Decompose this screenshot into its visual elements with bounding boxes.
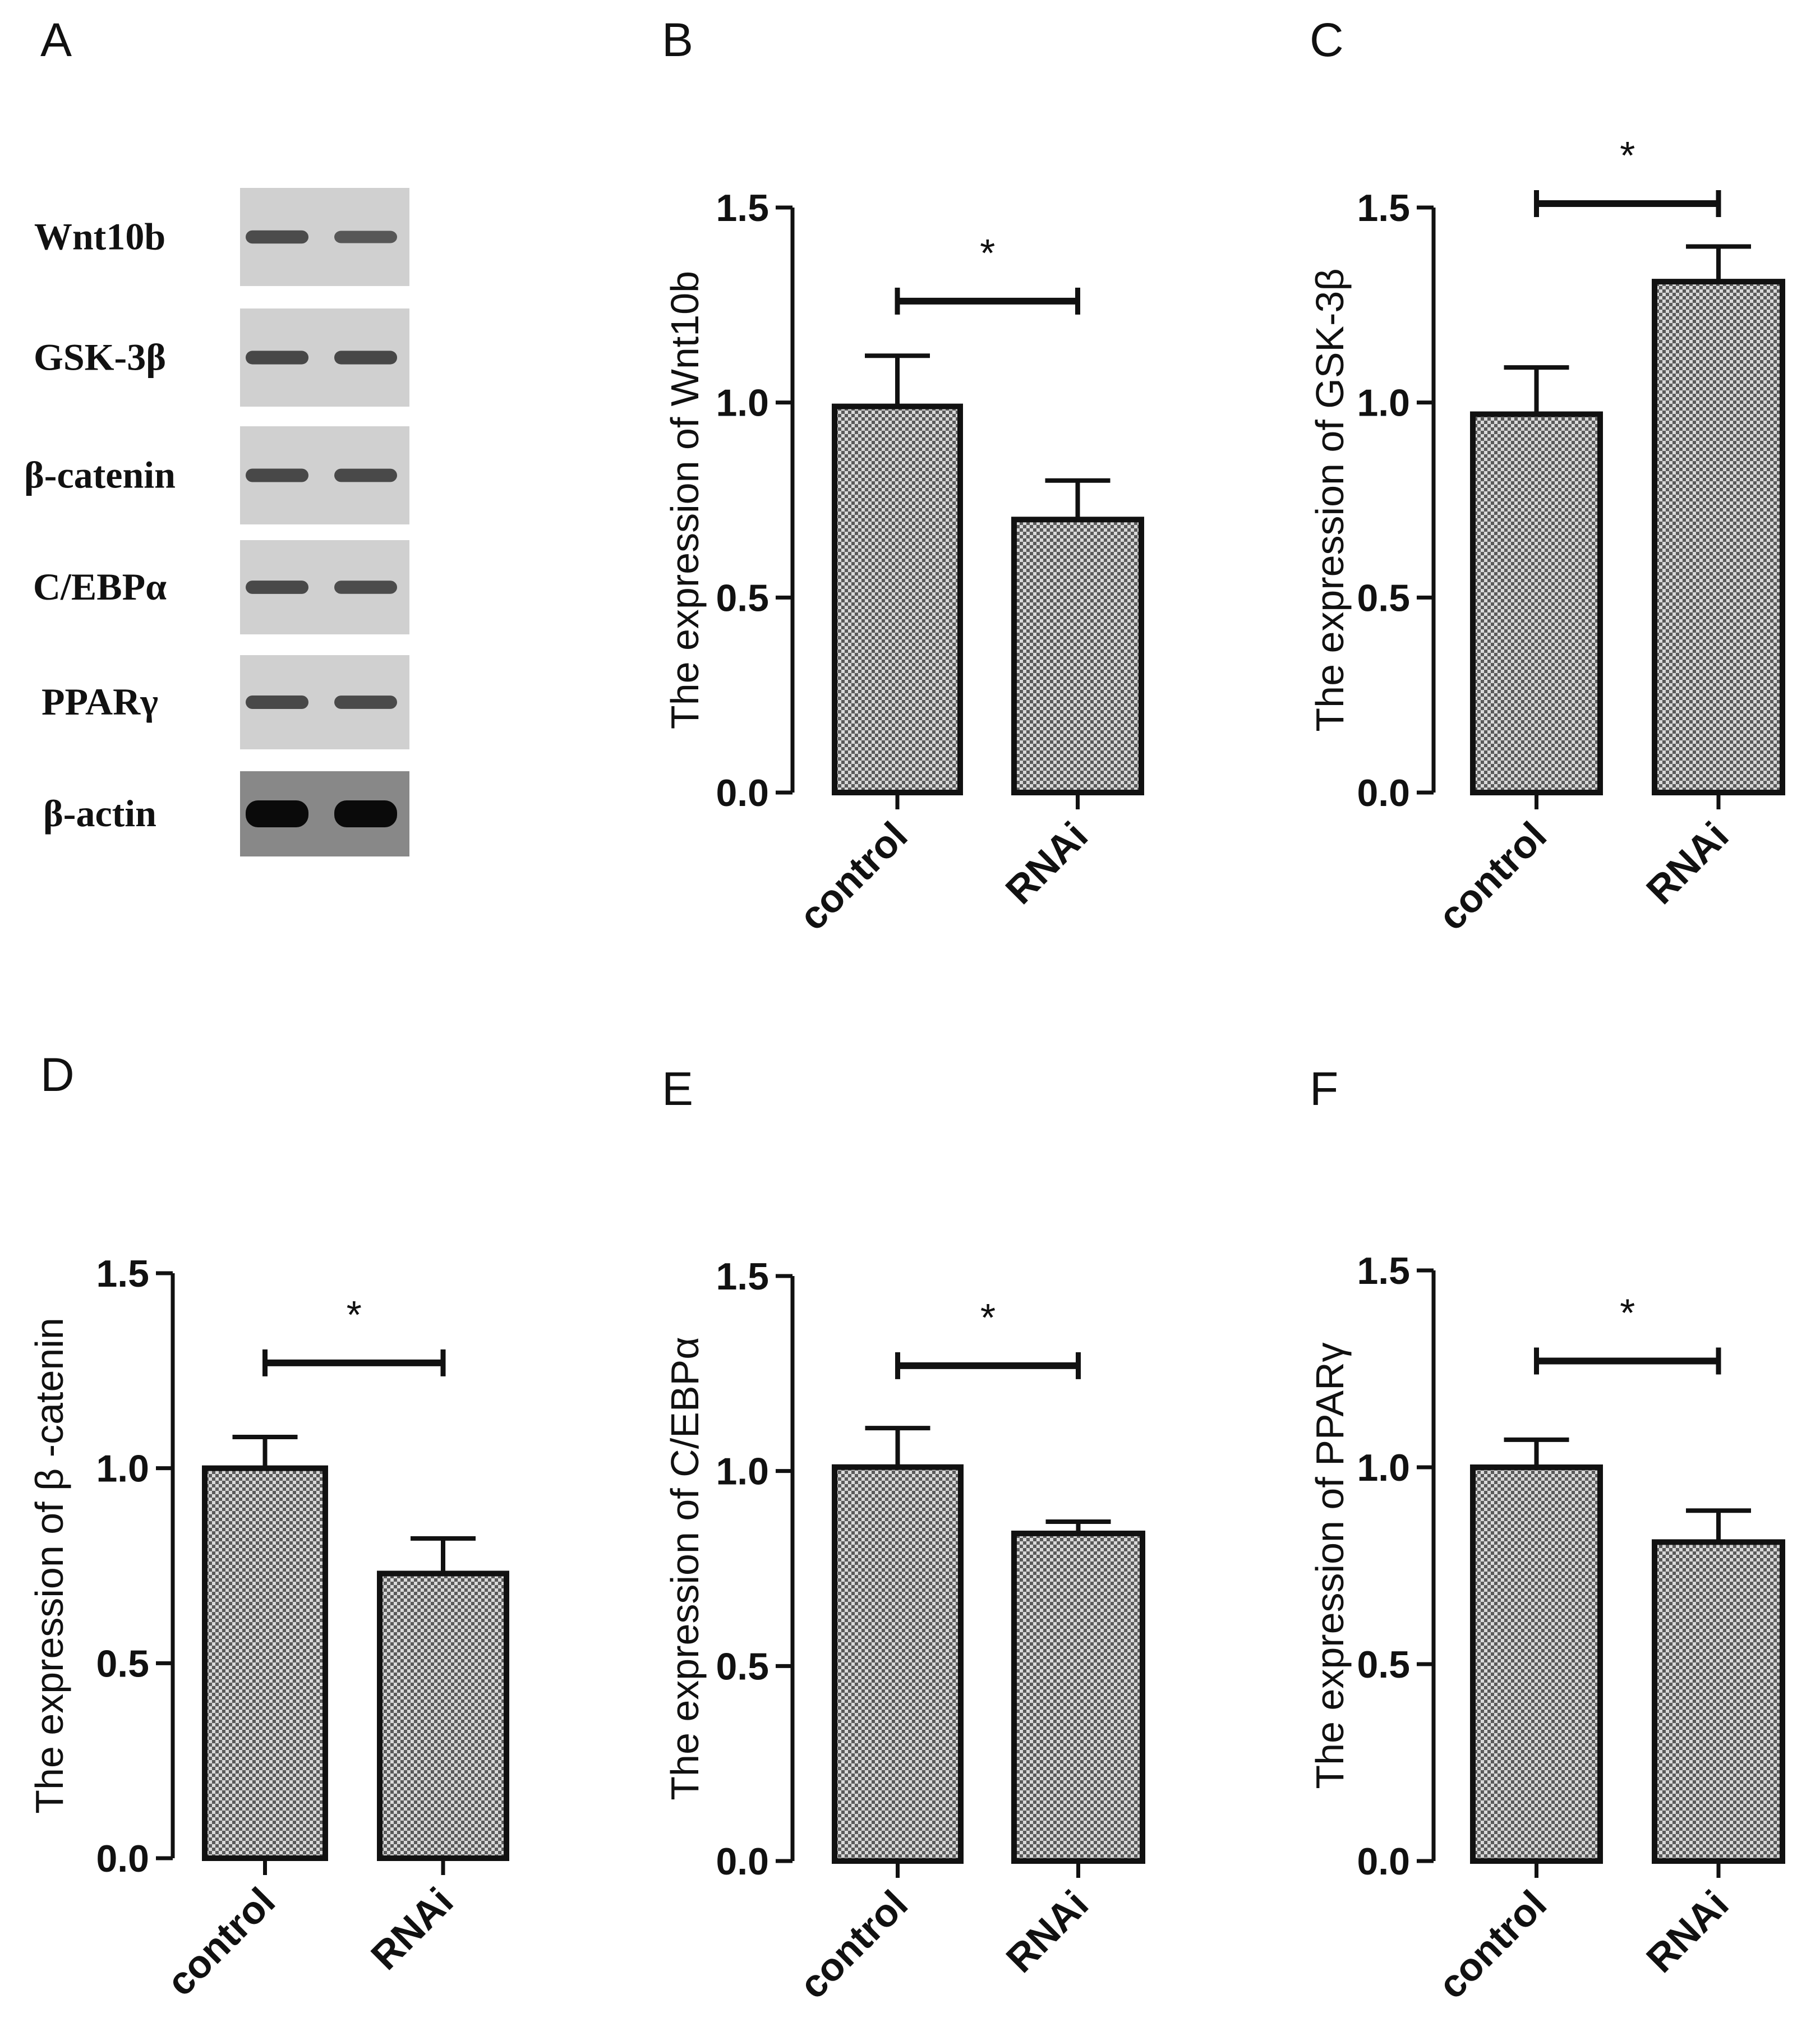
y-axis-label: The expression of PPARγ: [1308, 1342, 1352, 1789]
blot-label-0: Wnt10b: [34, 215, 165, 258]
x-category-label: control: [1430, 1882, 1555, 2007]
blot-band-0-0: [246, 230, 308, 244]
y-axis-label: The expression of C/EBPα: [663, 1337, 707, 1800]
blot-band-4-0: [246, 696, 308, 709]
panel-letter-c: C: [1310, 13, 1344, 66]
y-tick-label: 1.5: [1357, 1250, 1410, 1292]
y-tick-label: 0.5: [96, 1642, 149, 1685]
panel-letter-a: A: [40, 13, 72, 66]
panel-letter-f: F: [1310, 1062, 1338, 1115]
y-tick-label: 1.5: [716, 1255, 769, 1298]
panel-a: A Wnt10b GSK-3β β-catenin C/EBPα PPARγ β-acti…: [24, 13, 409, 856]
blot-label-3: C/EBPα: [33, 565, 167, 608]
blot-row-5: β-actin: [43, 771, 409, 856]
chart-f: F 0.0 0.5 1.0 1.5 The expression of PPARγ cont…: [1308, 1062, 1785, 2007]
blot-band-5-0: [246, 800, 308, 827]
bar-rnai: [1011, 1530, 1145, 1864]
significance-star: *: [1620, 1291, 1635, 1334]
blot-rows: Wnt10b GSK-3β β-catenin C/EBPα PPARγ β-actin: [24, 188, 409, 856]
panel-letter-e: E: [662, 1062, 693, 1115]
blot-band-0-1: [334, 231, 397, 243]
blot-label-2: β-catenin: [24, 454, 176, 496]
panel-letter-b: B: [662, 13, 693, 66]
x-category-label: control: [1430, 813, 1555, 938]
x-category-label: control: [791, 813, 916, 938]
blot-label-5: β-actin: [43, 792, 156, 835]
blot-band-3-1: [334, 581, 397, 594]
y-tick-label: 0.0: [1357, 772, 1410, 814]
blot-row-4: PPARγ: [42, 655, 409, 749]
bar-control: [832, 403, 963, 795]
blot-row-0: Wnt10b: [34, 188, 409, 286]
y-tick-label: 0.5: [716, 1645, 769, 1688]
blot-band-2-0: [246, 468, 308, 482]
bar-control: [1470, 411, 1603, 795]
y-tick-label: 1.0: [716, 382, 769, 425]
y-tick-label: 1.5: [96, 1252, 149, 1295]
chart-d: D 0.0 0.5 1.0 1.5 The expression of β -cateni…: [27, 1048, 509, 2004]
x-category-label: RNAi: [362, 1879, 461, 1978]
bar-rnai: [1011, 517, 1144, 795]
x-category-label: RNAi: [1638, 1882, 1736, 1980]
blot-row-1: GSK-3β: [34, 308, 409, 407]
blot-band-3-0: [246, 581, 308, 594]
y-tick-label: 0.0: [96, 1837, 149, 1880]
y-axis-label: The expression of Wnt10b: [663, 271, 707, 729]
y-tick-label: 1.0: [96, 1448, 149, 1490]
bar-rnai: [1652, 1539, 1785, 1864]
y-tick-label: 1.0: [1357, 382, 1410, 425]
x-category-label: RNAi: [1638, 813, 1736, 912]
y-tick-label: 0.0: [1357, 1840, 1410, 1883]
blot-row-3: C/EBPα: [33, 540, 409, 634]
blot-band-4-1: [334, 696, 397, 709]
bar-rnai: [1652, 279, 1785, 795]
y-tick-label: 1.0: [716, 1450, 769, 1493]
y-axis-label: The expression of GSK-3β: [1308, 268, 1352, 731]
bar-rnai: [377, 1570, 509, 1862]
y-tick-label: 1.5: [716, 187, 769, 229]
y-tick-label: 1.5: [1357, 187, 1410, 229]
bar-control: [1470, 1464, 1603, 1864]
y-tick-label: 0.0: [716, 772, 769, 814]
panel-letter-d: D: [40, 1048, 75, 1101]
bar-control: [832, 1464, 964, 1864]
blot-row-2: β-catenin: [24, 426, 409, 524]
y-tick-label: 0.5: [1357, 577, 1410, 619]
significance-star: *: [980, 1296, 996, 1339]
significance-star: *: [1620, 133, 1635, 177]
blot-label-4: PPARγ: [42, 680, 158, 723]
y-tick-label: 0.5: [1357, 1643, 1410, 1686]
y-tick-label: 0.0: [716, 1840, 769, 1883]
blot-band-5-1: [334, 800, 397, 827]
y-axis-label: The expression of β -catenin: [27, 1318, 71, 1814]
blot-band-1-0: [246, 351, 308, 365]
significance-star: *: [980, 231, 995, 275]
y-tick-label: 0.5: [716, 577, 769, 619]
blot-band-1-1: [334, 351, 397, 365]
x-category-label: RNAi: [997, 813, 1096, 912]
bar-control: [202, 1465, 328, 1862]
significance-star: *: [347, 1293, 362, 1337]
x-category-label: RNAi: [998, 1882, 1096, 1980]
x-category-label: control: [791, 1882, 916, 2007]
x-category-label: control: [158, 1879, 283, 2004]
y-tick-label: 1.0: [1357, 1447, 1410, 1489]
blot-label-1: GSK-3β: [34, 336, 166, 379]
blot-band-2-1: [334, 468, 397, 482]
